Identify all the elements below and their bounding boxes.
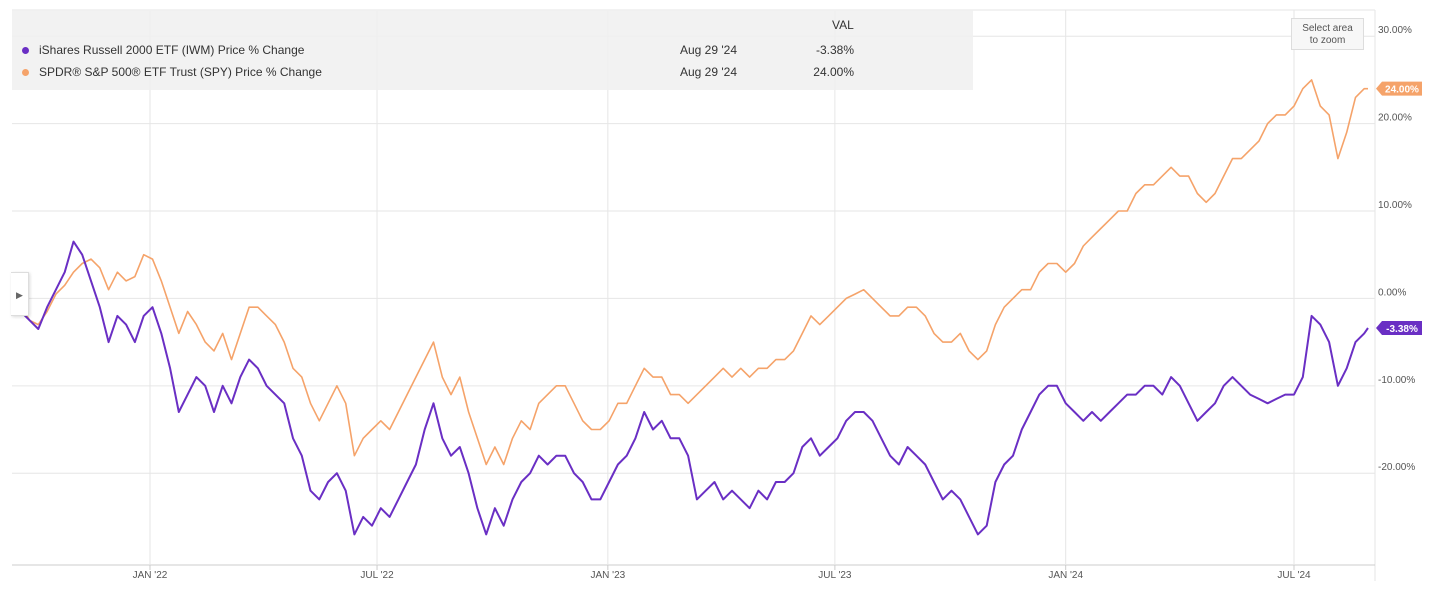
legend-series-date: Aug 29 '24 <box>680 43 738 57</box>
zoom-button-line2: to zoom <box>1309 35 1346 46</box>
legend-row-spy[interactable]: SPDR® S&P 500® ETF Trust (SPY) Price % C… <box>12 62 973 84</box>
end-label-iwm: -3.38% <box>1376 320 1422 335</box>
legend-series-date: Aug 29 '24 <box>680 65 738 79</box>
end-label-spy: 24.00% <box>1376 81 1422 96</box>
legend-row-iwm[interactable]: iShares Russell 2000 ETF (IWM) Price % C… <box>12 40 973 62</box>
x-tick-label: JAN '22 <box>133 570 168 581</box>
x-axis: JAN '22 JUL '22 JAN '23 JUL '23 JAN '24 JUL '… <box>133 570 1311 581</box>
legend-value-header: VAL <box>832 18 854 32</box>
y-tick-label: -10.00% <box>1378 375 1415 386</box>
series-layer <box>11 79 1369 536</box>
legend-dot-iwm <box>22 47 29 54</box>
y-tick-label: 30.00% <box>1378 25 1412 36</box>
series-line-spy <box>11 79 1368 466</box>
select-area-zoom-button[interactable]: Select area to zoom <box>1291 18 1364 50</box>
legend-series-value: 24.00% <box>813 65 854 79</box>
zoom-button-line1: Select area <box>1302 23 1353 34</box>
x-tick-label: JUL '22 <box>360 570 394 581</box>
legend-series-name: SPDR® S&P 500® ETF Trust (SPY) Price % C… <box>39 65 322 79</box>
x-tick-label: JAN '24 <box>1048 570 1083 581</box>
end-label-flag <box>1376 320 1422 335</box>
end-label-text: 24.00% <box>1385 85 1419 96</box>
legend-panel: VAL iShares Russell 2000 ETF (IWM) Price… <box>12 10 973 90</box>
y-axis: 30.00% 20.00% 10.00% 0.00% -10.00% -20.00% <box>1378 25 1415 473</box>
side-panel-toggle-button[interactable]: ▶ <box>11 272 29 316</box>
end-label-flag <box>1376 81 1422 96</box>
y-tick-label: -20.00% <box>1378 462 1415 473</box>
legend-series-name: iShares Russell 2000 ETF (IWM) Price % C… <box>39 43 305 57</box>
x-tick-label: JUL '23 <box>818 570 852 581</box>
x-tick-label: JAN '23 <box>590 570 625 581</box>
series-line-iwm <box>11 240 1369 536</box>
y-tick-label: 10.00% <box>1378 200 1412 211</box>
y-tick-label: 0.00% <box>1378 287 1406 298</box>
grid-layer <box>12 9 1376 581</box>
y-tick-label: 20.00% <box>1378 113 1412 124</box>
x-tick-label: JUL '24 <box>1277 570 1311 581</box>
legend-dot-spy <box>22 69 29 76</box>
end-label-text: -3.38% <box>1386 324 1418 335</box>
legend-series-value: -3.38% <box>815 43 854 57</box>
play-triangle-icon: ▶ <box>16 290 23 300</box>
end-labels: -3.38% 24.00% <box>1376 81 1422 335</box>
